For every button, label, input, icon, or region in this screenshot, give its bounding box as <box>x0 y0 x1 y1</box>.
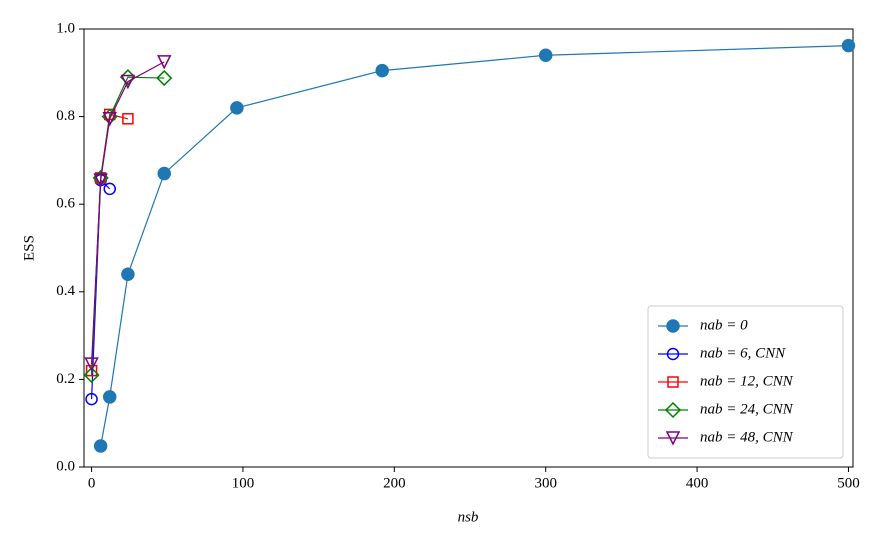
y-tick-label: 0.6 <box>56 196 75 212</box>
marker <box>157 55 172 70</box>
marker <box>230 101 244 115</box>
legend-label: nab = 0 <box>700 317 748 333</box>
x-tick-label: 200 <box>383 475 406 491</box>
marker <box>84 357 99 372</box>
y-tick-label: 0.0 <box>56 458 75 474</box>
legend: nab = 0 nab = 6, CNN nab = 12, CNN nab = 24… <box>647 305 844 459</box>
x-tick-label: 0 <box>88 475 96 491</box>
y-tick-label: 0.8 <box>56 108 75 124</box>
marker <box>156 69 173 87</box>
legend-label: nab = 48, CNN <box>700 429 794 445</box>
marker <box>120 74 136 90</box>
marker <box>102 390 117 404</box>
marker <box>85 392 98 406</box>
marker <box>93 173 108 188</box>
x-tick-label: 100 <box>232 475 255 491</box>
marker <box>122 113 134 125</box>
y-axis-label: ESS <box>21 235 37 261</box>
legend-label: nab = 24, CNN <box>700 401 794 417</box>
marker <box>666 319 680 333</box>
marker <box>666 347 680 361</box>
y-tick-label: 0.4 <box>56 283 75 299</box>
legend-label: nab = 12, CNN <box>700 373 794 389</box>
x-axis-label: nsb <box>458 509 479 525</box>
y-tick-label: 0.2 <box>56 371 75 387</box>
marker <box>83 366 100 384</box>
series-line <box>90 61 165 365</box>
marker <box>667 376 679 388</box>
marker <box>93 439 108 453</box>
marker <box>157 166 171 181</box>
x-tick-label: 300 <box>534 475 557 491</box>
legend-label: nab = 6, CNN <box>700 345 786 361</box>
marker <box>538 48 553 63</box>
y-tick-label: 1.0 <box>56 20 75 36</box>
marker <box>665 431 681 446</box>
marker <box>375 63 389 78</box>
marker <box>102 112 117 127</box>
legend-box <box>647 305 844 459</box>
marker <box>121 267 135 282</box>
marker <box>103 182 116 196</box>
x-tick-label: 500 <box>837 475 860 491</box>
marker <box>664 401 682 419</box>
series-line <box>90 76 165 376</box>
series-line <box>100 45 849 447</box>
plot-frame <box>83 28 854 468</box>
x-tick-label: 400 <box>686 475 709 491</box>
marker <box>841 38 856 53</box>
